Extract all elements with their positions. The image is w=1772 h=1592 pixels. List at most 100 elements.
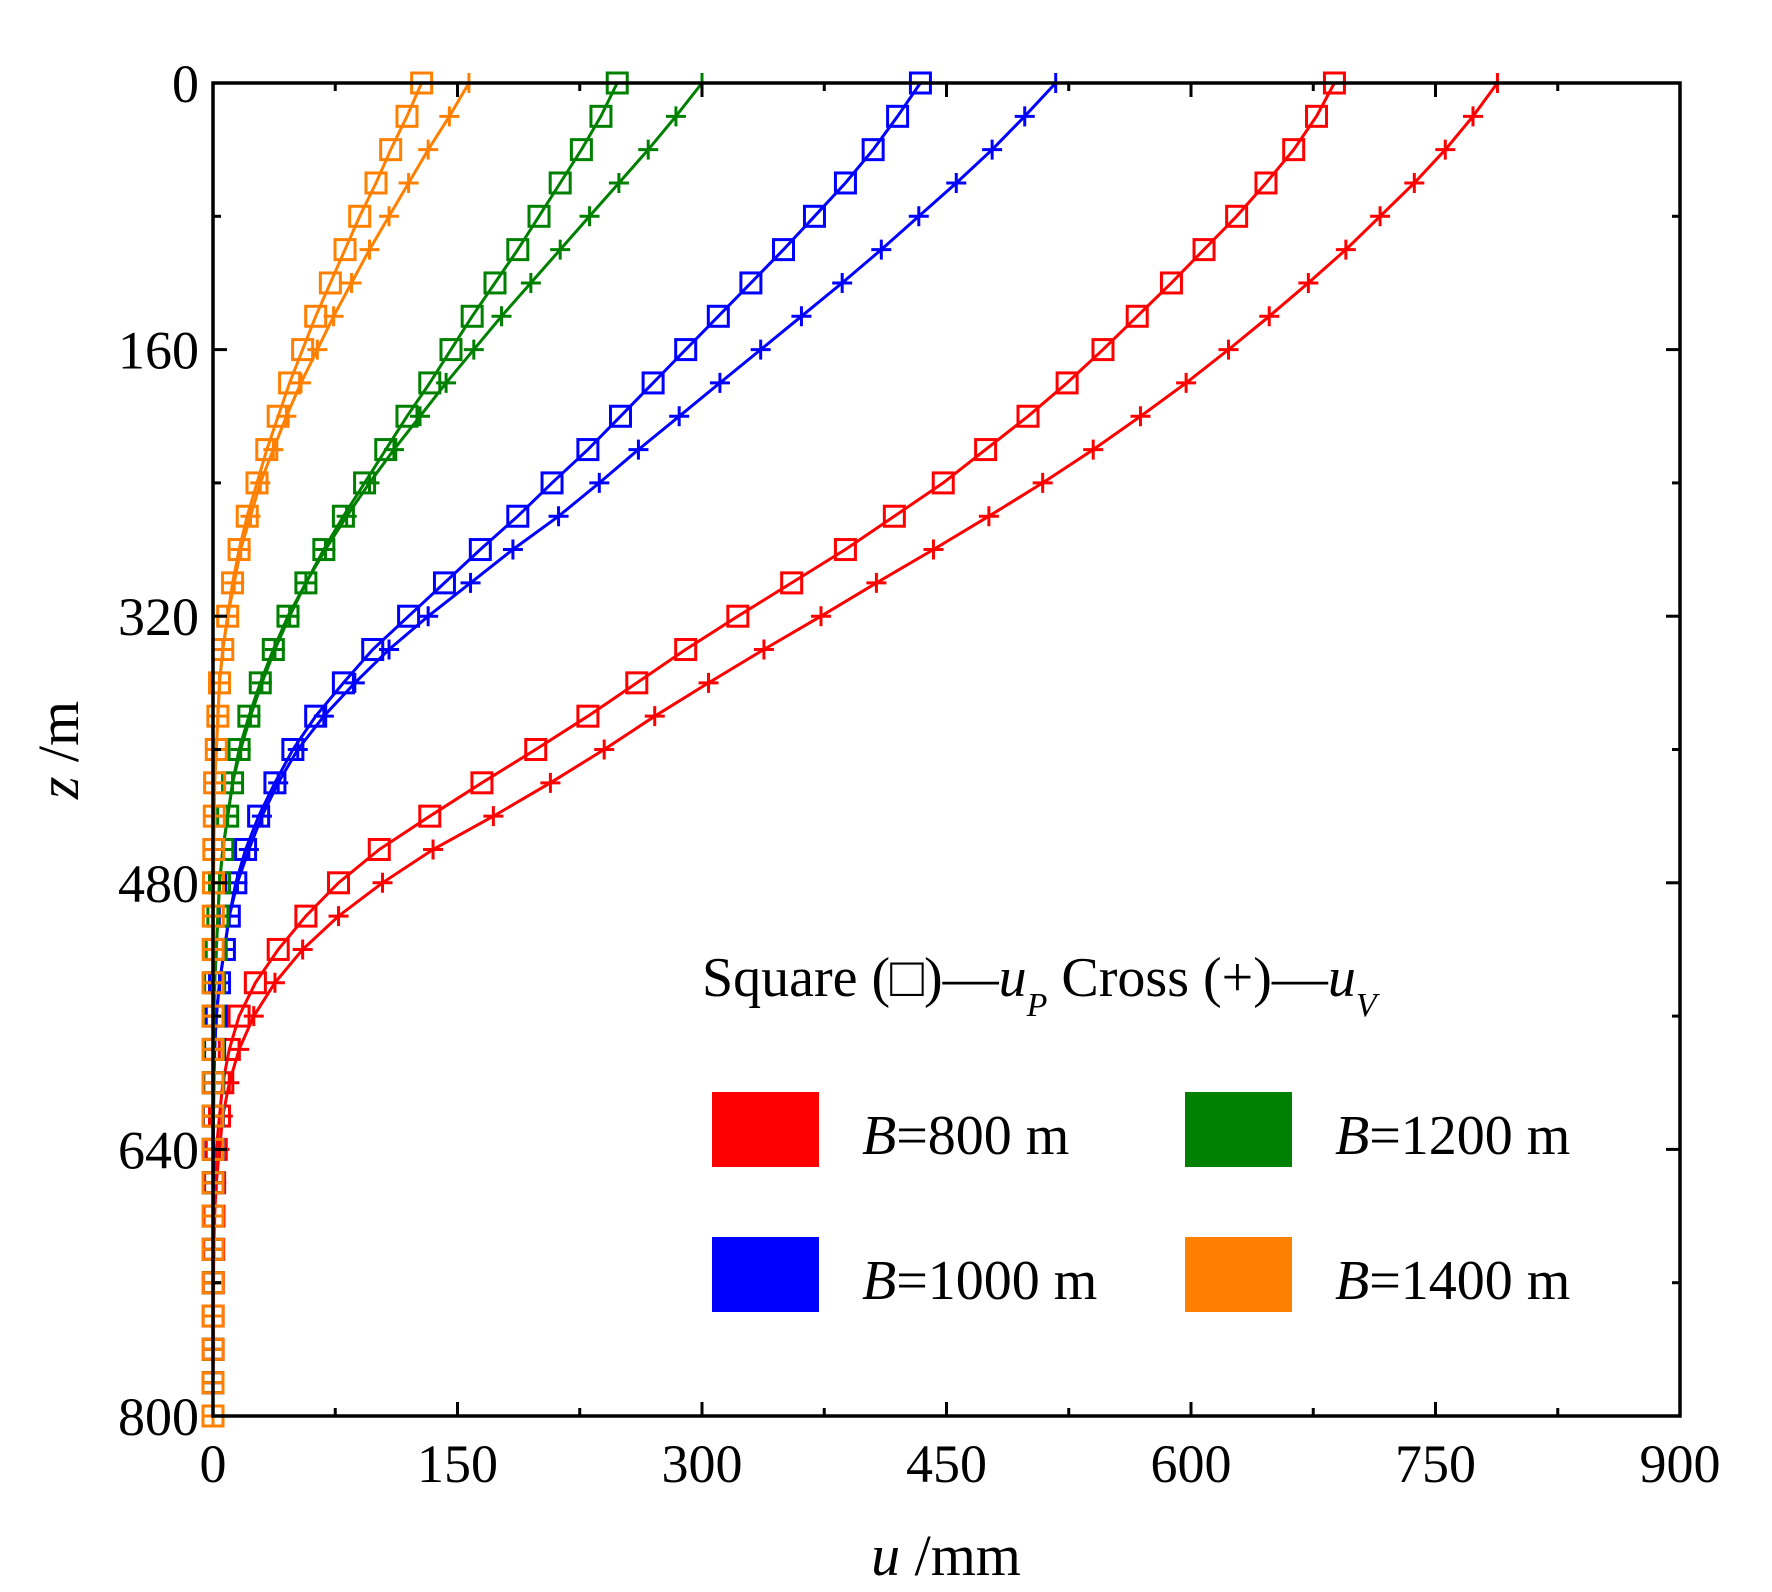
cross-marker bbox=[502, 539, 523, 560]
cross-marker bbox=[1335, 239, 1356, 260]
square-marker bbox=[780, 571, 804, 595]
square-marker bbox=[460, 304, 484, 328]
cross-marker bbox=[238, 839, 259, 860]
cross-marker bbox=[372, 872, 393, 893]
cross-marker bbox=[550, 239, 571, 260]
square-marker bbox=[882, 504, 906, 528]
cross-marker bbox=[1404, 172, 1425, 193]
cross-marker bbox=[866, 572, 887, 593]
series-2 bbox=[201, 71, 712, 1428]
legend-label-text: =1400 m bbox=[1369, 1250, 1570, 1312]
cross-marker bbox=[230, 539, 251, 560]
cross-marker bbox=[946, 172, 967, 193]
cross-marker bbox=[423, 839, 444, 860]
square-marker bbox=[1192, 238, 1216, 262]
square-marker bbox=[327, 871, 351, 895]
cross-marker bbox=[359, 239, 380, 260]
cross-marker bbox=[463, 339, 484, 360]
square-marker bbox=[974, 438, 998, 462]
cross-marker bbox=[1370, 206, 1391, 227]
square-marker bbox=[861, 138, 885, 162]
cross-marker bbox=[669, 406, 690, 427]
square-marker bbox=[609, 404, 632, 428]
cross-marker bbox=[665, 106, 686, 127]
square-marker bbox=[772, 238, 795, 262]
cross-marker bbox=[982, 139, 1003, 160]
cross-marker bbox=[240, 506, 261, 527]
cross-marker bbox=[313, 706, 334, 727]
square-marker bbox=[576, 438, 600, 462]
legend-square-var: u bbox=[999, 947, 1027, 1009]
x-tick-label: 750 bbox=[1395, 1434, 1476, 1494]
cross-marker bbox=[292, 939, 313, 960]
square-marker bbox=[1305, 104, 1329, 128]
cross-marker bbox=[753, 639, 774, 660]
series-0 bbox=[201, 71, 1508, 1428]
cross-marker bbox=[923, 539, 944, 560]
cross-marker bbox=[251, 672, 272, 693]
legend-label: B=1000 m bbox=[862, 1250, 1097, 1312]
cross-marker bbox=[908, 206, 929, 227]
cross-marker bbox=[644, 706, 665, 727]
square-marker bbox=[506, 238, 530, 262]
cross-marker bbox=[638, 139, 659, 160]
cross-marker bbox=[263, 439, 284, 460]
legend-label: B=800 m bbox=[862, 1105, 1069, 1167]
cross-marker bbox=[328, 906, 349, 927]
cross-marker bbox=[264, 639, 285, 660]
cross-marker bbox=[436, 372, 457, 393]
square-marker bbox=[506, 504, 530, 528]
cross-marker bbox=[548, 506, 569, 527]
square-marker bbox=[294, 904, 318, 928]
x-tick-label: 450 bbox=[906, 1434, 987, 1494]
square-marker bbox=[589, 104, 613, 128]
square-marker bbox=[418, 804, 442, 828]
x-tick-label: 0 bbox=[200, 1434, 227, 1494]
cross-marker bbox=[978, 506, 999, 527]
y-tick-label: 480 bbox=[118, 854, 199, 914]
square-marker bbox=[318, 271, 342, 295]
cross-marker bbox=[709, 372, 730, 393]
legend: Square (□)—uP Cross (+)—uV B=800 m B=1200 … bbox=[702, 947, 1570, 1312]
cross-marker bbox=[1218, 339, 1239, 360]
legend-item: B=800 m bbox=[712, 1092, 1069, 1167]
legend-label-text: =1200 m bbox=[1369, 1105, 1570, 1167]
square-marker bbox=[833, 538, 857, 562]
legend-label-var: B bbox=[862, 1250, 896, 1312]
square-marker bbox=[1091, 338, 1115, 362]
x-axis-unit: /mm bbox=[900, 1523, 1021, 1588]
cross-marker bbox=[243, 1006, 264, 1027]
y-axis-title: z /m bbox=[26, 701, 91, 800]
legend-swatch bbox=[1185, 1092, 1292, 1167]
legend-label-var: B bbox=[1335, 1250, 1369, 1312]
cross-marker bbox=[212, 639, 233, 660]
legend-square-label: Square (□)— bbox=[702, 947, 1000, 1009]
x-tick-label: 600 bbox=[1151, 1434, 1232, 1494]
cross-marker bbox=[250, 472, 271, 493]
cross-marker bbox=[439, 106, 460, 127]
y-axis-var: z bbox=[26, 777, 91, 801]
cross-marker bbox=[1462, 106, 1483, 127]
square-marker bbox=[576, 704, 600, 728]
y-axis-unit: /m bbox=[26, 701, 91, 777]
square-marker bbox=[524, 738, 548, 761]
cross-marker bbox=[1259, 306, 1280, 327]
square-marker bbox=[931, 471, 955, 495]
cross-marker bbox=[1176, 372, 1197, 393]
legend-cross-var: u bbox=[1328, 947, 1356, 1009]
cross-marker bbox=[276, 406, 297, 427]
square-marker bbox=[367, 837, 391, 861]
plot-frame bbox=[211, 81, 1682, 1418]
legend-swatch bbox=[712, 1237, 819, 1312]
square-marker bbox=[395, 104, 419, 128]
cross-marker bbox=[540, 772, 561, 793]
square-marker bbox=[364, 171, 388, 195]
cross-marker bbox=[251, 806, 272, 827]
cross-marker bbox=[341, 272, 362, 293]
cross-marker bbox=[410, 406, 431, 427]
cross-marker bbox=[1298, 272, 1319, 293]
legend-item: B=1400 m bbox=[1185, 1237, 1570, 1312]
square-marker bbox=[726, 604, 750, 628]
cross-marker bbox=[1014, 106, 1035, 127]
